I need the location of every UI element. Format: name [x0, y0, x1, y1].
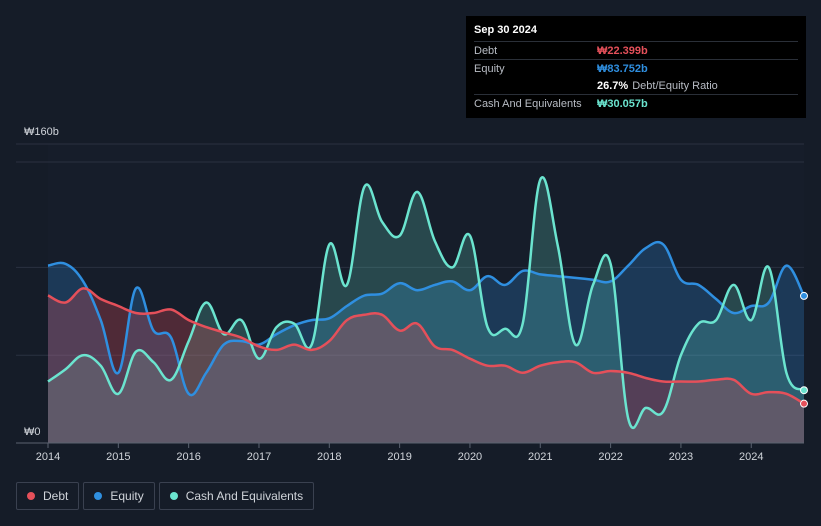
y-tick-label-0: ₩0: [24, 426, 41, 438]
grid-lines: [16, 143, 804, 444]
x-tick-label-2019: 2019: [387, 451, 411, 463]
debt-dot-icon: [27, 492, 35, 500]
legend-label-cash: Cash And Equivalents: [185, 489, 304, 503]
cash-dot-icon: [169, 492, 178, 500]
plot-background: [48, 144, 804, 443]
x-tick-label-2017: 2017: [247, 451, 271, 463]
tooltip-debt-label: Debt: [474, 44, 498, 57]
x-tick-label-2018: 2018: [317, 451, 341, 463]
end-markers: [800, 291, 808, 408]
tooltip-cash-value: ₩30.057b: [597, 97, 648, 110]
x-tick-label-2022: 2022: [598, 451, 622, 463]
equity-dot-icon: [94, 492, 103, 500]
series-lines: [47, 176, 806, 429]
x-tick-label-2015: 2015: [106, 451, 130, 463]
legend-label-debt: Debt: [43, 489, 69, 503]
tooltip-panel: Sep 30 2024 Debt ₩22.399b Equity ₩83.752…: [466, 16, 806, 118]
y-tick-label-1: ₩160b: [24, 126, 59, 138]
tooltip-equity-value: ₩83.752b: [597, 62, 648, 75]
x-tick-label-2021: 2021: [528, 451, 552, 463]
tooltip-ratio-value: 26.7%: [597, 79, 629, 92]
tooltip-cash-label: Cash And Equivalents: [474, 97, 582, 110]
legend-item-debt[interactable]: Debt: [16, 482, 80, 510]
legend-label-equity: Equity: [110, 489, 144, 503]
area-debt: [48, 288, 804, 443]
tooltip-date: Sep 30 2024: [474, 24, 537, 36]
legend-item-equity[interactable]: Equity: [83, 482, 155, 510]
x-tick-label-2016: 2016: [176, 451, 200, 463]
axis-labels: ₩0 ₩160b 2014 2015 2016 2017 2018 2019 2020 2021 2…: [16, 126, 804, 463]
x-tick-label-2020: 2020: [458, 451, 482, 463]
x-tick-label-2024: 2024: [739, 451, 763, 463]
line-cash-and-equivalents: [47, 176, 805, 429]
marker-cash-and-equivalents: [800, 386, 808, 395]
tooltip-equity-label: Equity: [474, 62, 505, 75]
chart-legend: Debt Equity Cash And Equivalents: [16, 482, 315, 510]
line-debt: [47, 287, 805, 405]
marker-equity: [800, 291, 808, 300]
x-tick-label-2023: 2023: [669, 451, 693, 463]
tooltip-debt-value: ₩22.399b: [597, 44, 648, 57]
tooltip-ratio-label: Debt/Equity Ratio: [632, 79, 718, 92]
legend-item-cash[interactable]: Cash And Equivalents: [158, 482, 315, 510]
x-tick-label-2014: 2014: [36, 451, 60, 463]
area-cash-and-equivalents: [48, 177, 804, 444]
line-equity: [47, 240, 806, 397]
marker-debt: [800, 399, 808, 408]
